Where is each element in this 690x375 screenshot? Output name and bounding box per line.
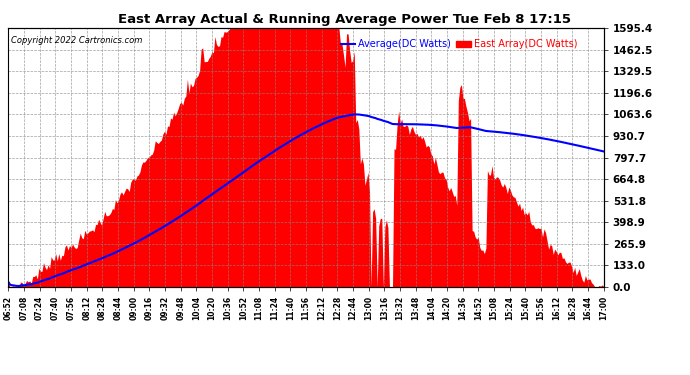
Text: East Array Actual & Running Average Power Tue Feb 8 17:15: East Array Actual & Running Average Powe… xyxy=(119,13,571,26)
Legend: Average(DC Watts), East Array(DC Watts): Average(DC Watts), East Array(DC Watts) xyxy=(337,36,581,53)
Text: Copyright 2022 Cartronics.com: Copyright 2022 Cartronics.com xyxy=(11,36,143,45)
